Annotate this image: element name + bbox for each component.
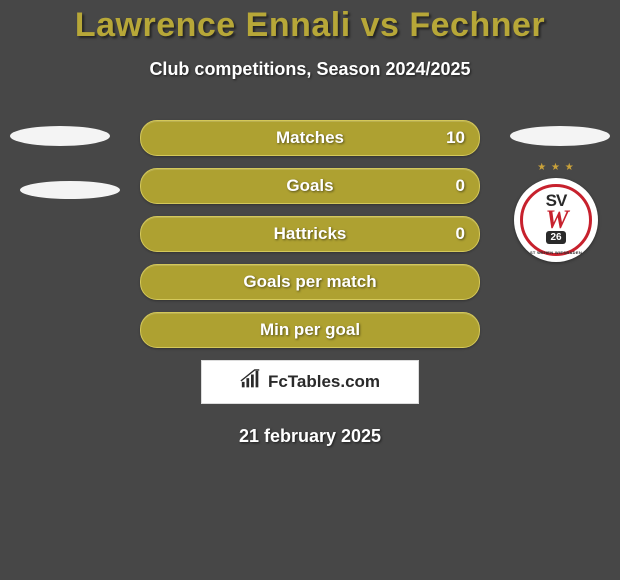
badge-number: 26 [546,231,565,244]
badge-inner: SV W 26 ST WEHEN WIESBADEN [520,184,592,256]
stat-row-matches: Matches 10 [140,120,480,156]
club-badge-right: ★ ★ ★ SV W 26 ST WEHEN WIESBADEN [514,178,598,262]
stat-row-goals: Goals 0 [140,168,480,204]
stat-label: Matches [276,128,344,148]
player-left-photo-placeholder-1 [10,126,110,146]
stat-row-goals-per-match: Goals per match [140,264,480,300]
badge-arc-text: ST WEHEN WIESBADEN [530,250,582,255]
stats-list: Matches 10 Goals 0 Hattricks 0 Goals per… [140,120,480,348]
bar-chart-icon [240,369,262,396]
stat-value-right: 0 [456,176,465,196]
badge-stars-icon: ★ ★ ★ [537,162,574,173]
stat-label: Goals per match [243,272,376,292]
stat-row-min-per-goal: Min per goal [140,312,480,348]
player-left-photo-placeholder-2 [20,181,120,199]
subtitle: Club competitions, Season 2024/2025 [0,59,620,80]
stat-value-right: 0 [456,224,465,244]
comparison-card: Lawrence Ennali vs Fechner Club competit… [0,0,620,580]
stat-value-right: 10 [446,128,465,148]
date-label: 21 february 2025 [0,426,620,447]
page-title: Lawrence Ennali vs Fechner [0,0,620,45]
footer-logo-text: FcTables.com [268,372,380,392]
stat-label: Goals [286,176,333,196]
player-right-photo-placeholder [510,126,610,146]
footer-logo[interactable]: FcTables.com [201,360,419,404]
stat-label: Hattricks [274,224,347,244]
stat-label: Min per goal [260,320,360,340]
stat-row-hattricks: Hattricks 0 [140,216,480,252]
